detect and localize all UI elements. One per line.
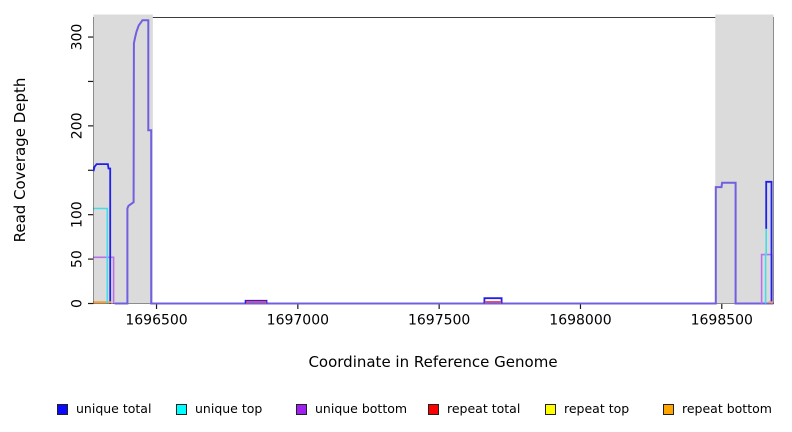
legend-label: unique top <box>195 401 263 416</box>
series-unique-top <box>764 228 768 304</box>
series-unique-top <box>93 207 109 304</box>
legend-item-repeat-bottom: repeat bottom <box>663 399 772 416</box>
y-axis-title: Read Coverage Depth <box>11 77 29 243</box>
legend-label: unique bottom <box>315 401 408 416</box>
legend-swatch-icon <box>545 404 556 415</box>
series-unique-total <box>244 299 268 304</box>
plot-frame <box>93 17 774 304</box>
legend-item-unique-top: unique top <box>176 399 263 416</box>
legend-swatch-icon <box>663 404 674 415</box>
legend-label: repeat total <box>447 401 521 416</box>
legend-swatch-icon <box>176 404 187 415</box>
series-unique-bottom <box>93 256 115 304</box>
series-unique-total-unique-bottom-coincident- <box>114 19 774 305</box>
series-unique-total <box>483 297 503 304</box>
legend-swatch-icon <box>296 404 307 415</box>
legend: unique total unique top unique bottom repea… <box>0 399 792 417</box>
x-axis-tick-label: 1697000 <box>267 313 329 329</box>
legend-item-unique-total: unique total <box>57 399 152 416</box>
legend-item-repeat-total: repeat total <box>428 399 521 416</box>
legend-item-unique-bottom: unique bottom <box>296 399 408 416</box>
left-gray-band <box>93 14 153 304</box>
series-repeat-total <box>246 300 267 304</box>
x-axis-tick-label: 1698000 <box>549 313 611 329</box>
x-axis-title: Coordinate in Reference Genome <box>308 353 558 371</box>
y-axis-tick-label: 200 <box>70 112 86 139</box>
legend-swatch-icon <box>428 404 439 415</box>
series-unique-total <box>92 163 112 304</box>
x-axis-tick-label: 1697500 <box>408 313 470 329</box>
legend-label: repeat bottom <box>682 401 772 416</box>
legend-swatch-icon <box>57 404 68 415</box>
legend-item-repeat-top: repeat top <box>545 399 630 416</box>
series-unique-total <box>765 180 773 302</box>
x-axis-tick-label: 1698500 <box>691 313 753 329</box>
y-axis-tick-label: 300 <box>70 24 86 51</box>
y-axis-tick-label: 100 <box>70 201 86 228</box>
legend-label: repeat top <box>564 401 630 416</box>
x-axis-tick-label: 1696500 <box>125 313 187 329</box>
right-gray-band <box>715 14 774 304</box>
legend-label: unique total <box>76 401 152 416</box>
series-repeat-total <box>484 300 502 304</box>
y-axis-tick-label: 50 <box>70 250 86 268</box>
y-axis-tick-label: 0 <box>70 299 86 308</box>
